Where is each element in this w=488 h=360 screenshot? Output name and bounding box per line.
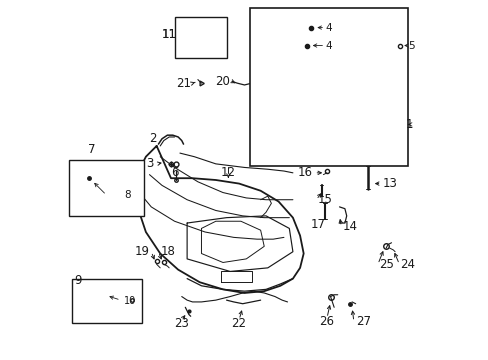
Bar — [72, 279, 142, 323]
Text: 6: 6 — [170, 166, 178, 179]
Text: 12: 12 — [221, 166, 235, 179]
Text: 8: 8 — [124, 190, 131, 200]
Text: 27: 27 — [355, 315, 370, 328]
Text: 18: 18 — [160, 245, 175, 258]
Bar — [249, 8, 407, 166]
Text: 5: 5 — [407, 41, 414, 50]
Text: 16: 16 — [297, 166, 312, 179]
Bar — [69, 160, 144, 216]
Text: 9: 9 — [74, 274, 81, 287]
Text: 7: 7 — [88, 143, 96, 156]
Text: 17: 17 — [310, 218, 325, 231]
Text: 25: 25 — [378, 258, 393, 271]
Text: 15: 15 — [317, 193, 332, 206]
Text: 4: 4 — [325, 23, 331, 33]
Text: 13: 13 — [382, 177, 397, 190]
Text: 14: 14 — [343, 220, 357, 233]
Text: 11: 11 — [161, 28, 176, 41]
Text: 22: 22 — [231, 317, 246, 330]
Bar — [174, 17, 226, 58]
Text: 20: 20 — [215, 75, 230, 88]
Text: 1: 1 — [405, 118, 412, 131]
Text: 4: 4 — [325, 41, 331, 50]
Text: 10: 10 — [124, 296, 136, 306]
Text: 11: 11 — [161, 28, 176, 41]
Text: 3: 3 — [145, 157, 153, 170]
Text: 24: 24 — [400, 258, 415, 271]
Text: 26: 26 — [319, 315, 334, 328]
Text: 19: 19 — [134, 245, 149, 258]
Text: 23: 23 — [174, 317, 189, 330]
Text: 2: 2 — [149, 132, 156, 145]
Text: 21: 21 — [175, 77, 190, 90]
